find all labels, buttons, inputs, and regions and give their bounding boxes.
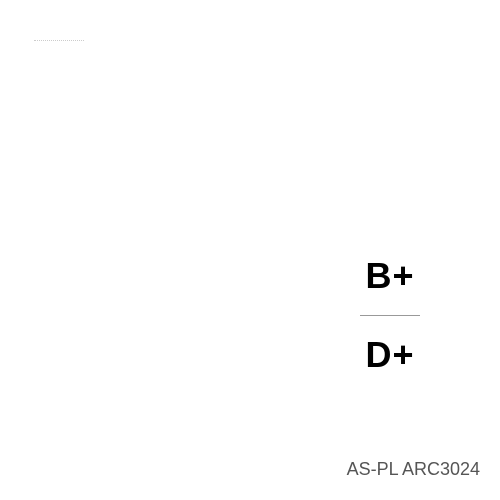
decorative-line [34, 40, 84, 41]
terminal-b-plus: B+ [360, 255, 420, 297]
product-code-block: AS-PL ARC3024 [347, 459, 480, 480]
terminal-labels-block: B+ D+ [360, 255, 420, 376]
terminal-d-plus: D+ [360, 334, 420, 376]
terminal-divider [360, 315, 420, 316]
brand-label: AS-PL [347, 459, 398, 479]
part-code: ARC3024 [402, 459, 480, 479]
